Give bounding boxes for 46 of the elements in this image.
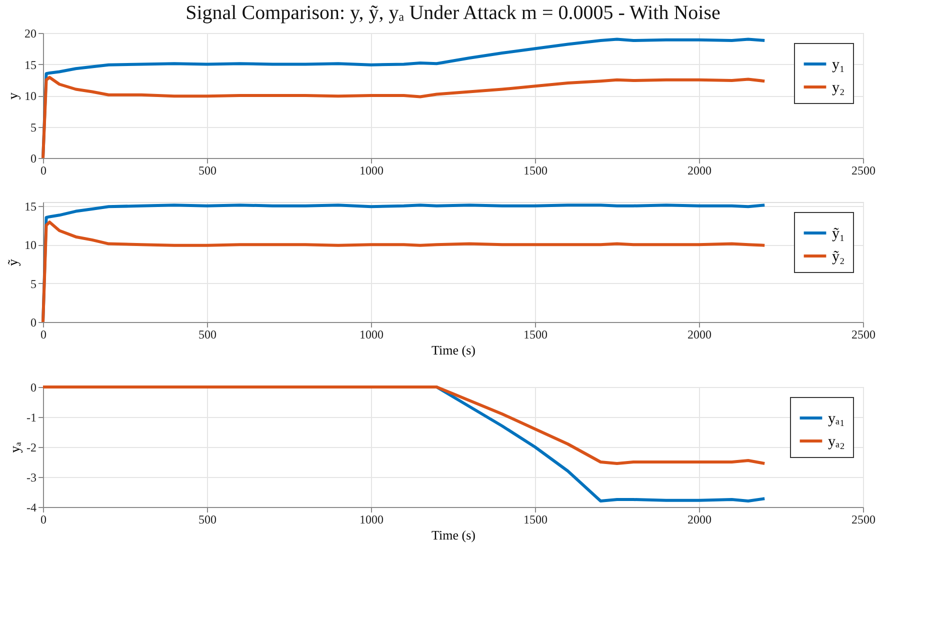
y-tick-label: -1 [26,410,36,424]
x-tick-label: 2000 [688,164,712,178]
x-tick-label: 500 [198,328,216,342]
legend-label: yₐ₁ [828,411,845,427]
x-tick-label: 2000 [688,512,712,526]
legend-label: yₐ₂ [828,434,845,450]
line-series [42,386,766,465]
x-tick-label: 1500 [524,512,548,526]
y-tick-label: -4 [26,500,36,514]
legend-label: ỹ₂ [832,249,845,265]
x-tick-label: 0 [40,164,46,178]
y-axis-title: ỹ [6,259,22,266]
y-axis-title: yₐ [8,442,24,453]
x-tick-label: 500 [198,164,216,178]
x-tick-label: 0 [40,512,46,526]
legend-label: ỹ₁ [832,226,845,242]
y-tick-label: 10 [24,89,36,103]
y-tick-label: 5 [30,276,36,291]
x-tick-label: 1000 [360,328,384,342]
x-tick-label: 2000 [688,328,712,342]
y-tick-label: -2 [26,440,36,454]
x-tick-label: 2500 [852,512,876,526]
x-tick-label: 1000 [360,512,384,526]
y-tick-label: 0 [30,316,36,330]
y-tick-label: 15 [24,199,36,214]
chart-title: Signal Comparison: y, ỹ, yₐ Under Attack m = 0.0005 - With Noise [186,2,721,24]
y-tick-label: 15 [24,58,36,72]
x-tick-label: 1500 [524,328,548,342]
y-tick-label: -3 [26,470,36,484]
legend-label: y₂ [832,80,845,96]
y-tick-label: 10 [24,238,36,252]
x-tick-label: 1500 [524,164,548,178]
x-tick-label: 0 [40,328,46,342]
x-axis-title: Time (s) [432,528,476,542]
x-tick-label: 2500 [852,164,876,178]
x-axis-title: Time (s) [432,342,476,358]
x-tick-label: 500 [198,512,216,526]
y-tick-label: 0 [30,380,36,394]
x-tick-label: 2500 [852,328,876,342]
y-tick-label: 5 [30,120,36,134]
legend-label: y₁ [832,57,845,73]
line-series [42,76,766,160]
y-tick-label: 20 [24,26,36,40]
y-tick-label: 0 [30,152,36,166]
y-axis-title: y [6,92,22,100]
x-tick-label: 1000 [360,164,384,178]
